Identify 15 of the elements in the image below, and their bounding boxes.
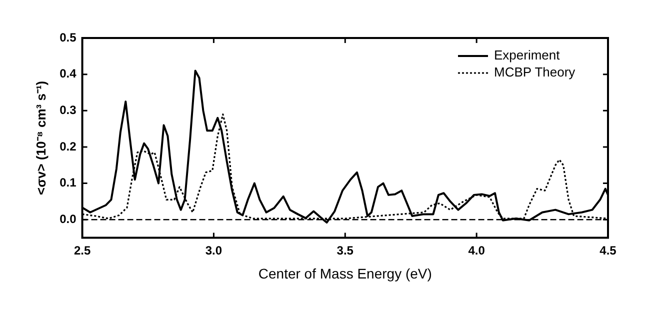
y-tick-label: 0.1 — [60, 176, 77, 190]
x-tick-label: 3.5 — [336, 243, 354, 258]
legend-label: MCBP Theory — [494, 64, 576, 80]
y-tick-label: 0.4 — [60, 66, 77, 81]
y-axis-title: <σv> (10⁻⁸ cm³ s⁻¹) — [33, 80, 48, 195]
y-tick-label: 0.3 — [60, 102, 77, 117]
x-tick-label: 3.0 — [205, 243, 222, 258]
y-tick-label: 0.0 — [60, 212, 77, 226]
x-axis-title: Center of Mass Energy (eV) — [258, 265, 432, 282]
x-tick-label: 4.0 — [468, 243, 486, 258]
x-tick-label: 4.5 — [600, 243, 617, 258]
x-tick-label: 2.5 — [74, 243, 91, 258]
y-tick-label: 0.2 — [60, 139, 77, 154]
legend-label: Experiment — [494, 48, 560, 63]
y-tick-label: 0.5 — [60, 30, 77, 44]
